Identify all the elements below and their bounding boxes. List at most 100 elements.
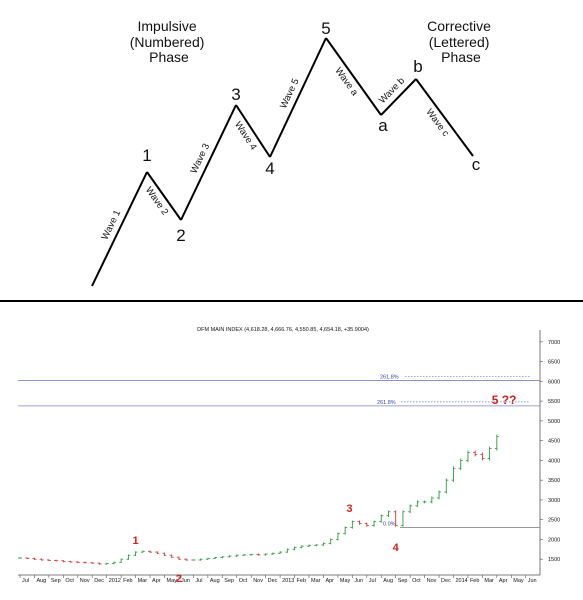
x-tick-label: Feb bbox=[297, 578, 306, 584]
wave-point-label: 2 bbox=[176, 226, 185, 245]
x-tick-label: Sep bbox=[51, 578, 61, 584]
chart-title: DFM MAIN INDEX (4,618.28, 4,666.76, 4,55… bbox=[197, 327, 369, 333]
wave-label: Wave c bbox=[424, 107, 452, 139]
x-tick-label: Oct bbox=[412, 578, 421, 584]
x-tick-label: Mar bbox=[484, 578, 494, 584]
chart-wave-labels: 1 2 3 4 5 ?? bbox=[133, 393, 517, 585]
x-tick-label: Feb bbox=[470, 578, 479, 584]
wave-segment bbox=[325, 37, 382, 116]
x-tick-label: Sep bbox=[398, 578, 408, 584]
wave-segment bbox=[415, 78, 474, 157]
wave-point-label: 3 bbox=[231, 85, 240, 104]
x-tick-label: Aug bbox=[210, 578, 220, 584]
y-tick-label: 2500 bbox=[548, 518, 560, 524]
x-tick-label: 2014 bbox=[456, 578, 468, 584]
chart-wave-label: 3 bbox=[346, 503, 352, 515]
chart-wave-label: 2 bbox=[176, 573, 182, 585]
corrective-phase-line-2: (Lettered) bbox=[429, 34, 490, 50]
x-tick-label: Jun bbox=[181, 578, 190, 584]
x-tick-label: Dec bbox=[94, 578, 104, 584]
wave-point-label: a bbox=[378, 116, 388, 135]
x-tick-label: Dec bbox=[268, 578, 278, 584]
wave-segment bbox=[146, 171, 182, 221]
impulsive-phase-line-2: (Numbered) bbox=[130, 34, 205, 50]
wave-label: Wave a bbox=[332, 66, 360, 99]
y-tick-label: 1500 bbox=[548, 557, 560, 563]
wave-point-labels: 1 2 3 4 5 a b c bbox=[142, 19, 480, 245]
y-tick-label: 3000 bbox=[548, 498, 560, 504]
x-tick-label: Aug bbox=[383, 578, 393, 584]
x-tick-label: Oct bbox=[65, 578, 74, 584]
x-tick-label: Aug bbox=[36, 578, 46, 584]
wave-label: Wave 1 bbox=[100, 208, 124, 241]
wave-point-label: 1 bbox=[142, 146, 151, 165]
chart-wave-label: 5 ?? bbox=[492, 393, 517, 407]
x-tick-label: Nov bbox=[253, 578, 263, 584]
wave-segment bbox=[269, 37, 327, 158]
fib-level-label: 0.0% bbox=[383, 522, 396, 528]
wave-label: Wave b bbox=[377, 75, 407, 106]
x-tick-label: Apr bbox=[325, 578, 334, 584]
x-tick-label: Jun bbox=[528, 578, 537, 584]
y-tick-label: 7000 bbox=[548, 340, 560, 346]
wave-point-label: 5 bbox=[321, 19, 330, 38]
y-tick-label: 6500 bbox=[548, 360, 560, 366]
wave-point-label: b bbox=[413, 57, 422, 76]
x-tick-label: Oct bbox=[239, 578, 248, 584]
y-tick-label: 4500 bbox=[548, 439, 560, 445]
x-tick-label: Apr bbox=[499, 578, 508, 584]
chart-wave-label: 1 bbox=[133, 535, 139, 547]
impulsive-phase-line-3: Phase bbox=[149, 49, 189, 65]
wave-segments bbox=[91, 37, 474, 287]
x-tick-label: Jun bbox=[354, 578, 363, 584]
wave-segment bbox=[91, 171, 148, 287]
x-tick-label: Mar bbox=[138, 578, 148, 584]
x-tick-label: Jul bbox=[22, 578, 29, 584]
dfm-index-chart: DFM MAIN INDEX (4,618.28, 4,666.76, 4,55… bbox=[18, 327, 560, 585]
x-tick-label: Nov bbox=[427, 578, 437, 584]
y-tick-label: 6000 bbox=[548, 379, 560, 385]
price-series bbox=[18, 434, 499, 565]
wave-segment bbox=[380, 78, 417, 116]
x-tick-label: 2013 bbox=[282, 578, 294, 584]
x-tick-label: Feb bbox=[123, 578, 132, 584]
y-tick-label: 5500 bbox=[548, 399, 560, 405]
x-tick-label: May bbox=[167, 578, 178, 584]
impulsive-phase-line-1: Impulsive bbox=[137, 18, 196, 34]
x-tick-label: Nov bbox=[80, 578, 90, 584]
wave-segment bbox=[235, 104, 271, 158]
wave-point-label: c bbox=[472, 155, 481, 174]
elliott-wave-diagram: Impulsive (Numbered) Phase Corrective (L… bbox=[91, 18, 495, 287]
x-tick-label: Jul bbox=[369, 578, 376, 584]
x-tick-label: Apr bbox=[152, 578, 161, 584]
y-tick-label: 4000 bbox=[548, 458, 560, 464]
fib-level-label: 261.8% bbox=[380, 375, 399, 381]
y-tick-label: 2000 bbox=[548, 537, 560, 543]
y-axis: 1500 2000 2500 3000 3500 4000 4500 5000 5500 6000… bbox=[540, 340, 560, 563]
x-tick-label: May bbox=[340, 578, 351, 584]
corrective-phase-line-1: Corrective bbox=[427, 18, 491, 34]
x-tick-label: May bbox=[513, 578, 524, 584]
x-tick-label: Mar bbox=[311, 578, 321, 584]
chart-wave-label: 4 bbox=[393, 542, 400, 554]
x-axis: Jul Aug Sep Oct Nov Dec 2012 Feb Mar Apr May Jun Jul… bbox=[19, 575, 537, 584]
x-tick-label: Dec bbox=[441, 578, 451, 584]
impulsive-phase-title: Impulsive (Numbered) Phase bbox=[130, 18, 209, 65]
x-tick-label: Sep bbox=[224, 578, 234, 584]
fibonacci-levels: 261.8% 261.8% 0.0% bbox=[18, 375, 540, 528]
y-tick-label: 5000 bbox=[548, 419, 560, 425]
corrective-phase-title: Corrective (Lettered) Phase bbox=[427, 18, 495, 65]
wave-label: Wave 4 bbox=[232, 120, 259, 153]
wave-point-label: 4 bbox=[265, 159, 274, 178]
wave-label: Wave 2 bbox=[143, 185, 170, 217]
wave-segment bbox=[180, 104, 237, 221]
wave-label: Wave 3 bbox=[189, 142, 213, 175]
wave-labels: Wave 1 Wave 2 Wave 3 Wave 4 Wave 5 Wave a Wave… bbox=[100, 66, 452, 242]
fib-level-label: 261.8% bbox=[377, 400, 396, 406]
y-tick-label: 3500 bbox=[548, 478, 560, 484]
corrective-phase-line-3: Phase bbox=[441, 49, 481, 65]
x-tick-label: Jul bbox=[195, 578, 202, 584]
x-tick-label: 2012 bbox=[109, 578, 121, 584]
wave-label: Wave 5 bbox=[278, 77, 302, 111]
